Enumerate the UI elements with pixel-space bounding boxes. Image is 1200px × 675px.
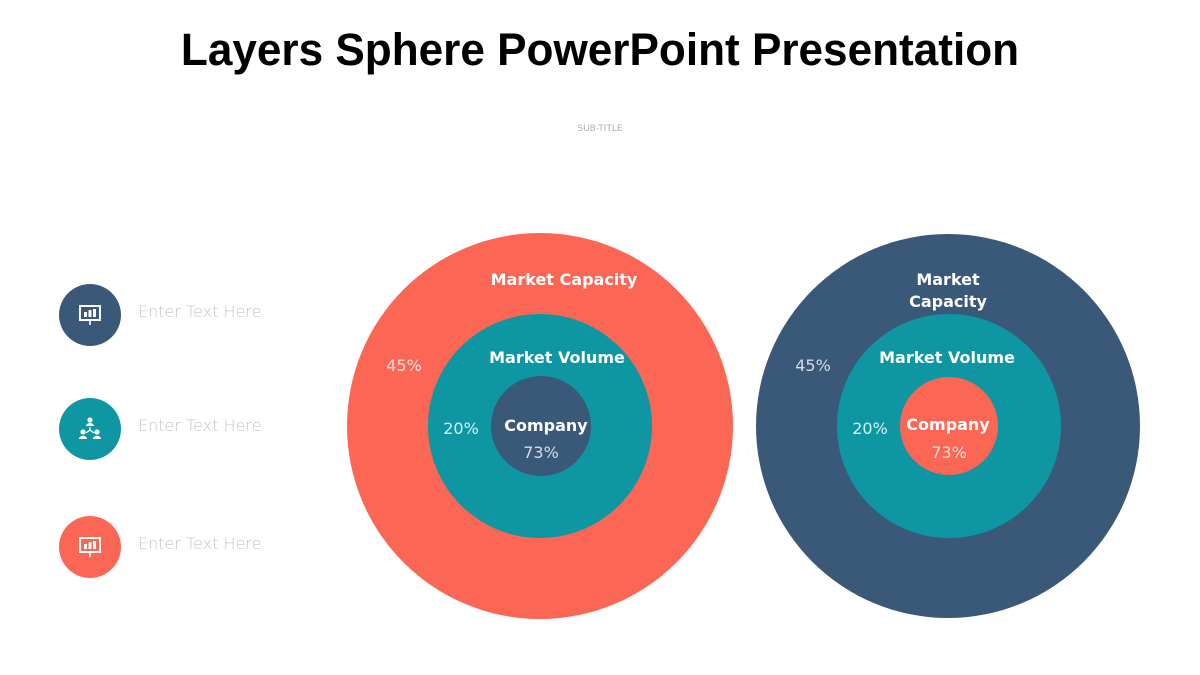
team-hierarchy-icon xyxy=(79,417,101,439)
outer-layer-value: 45% xyxy=(795,356,831,375)
outer-layer-label-line1: Market xyxy=(916,270,980,289)
middle-layer-value: 20% xyxy=(852,419,888,438)
outer-layer-label-line2: Capacity xyxy=(909,292,987,311)
legend-item-2: Enter Text Here. xyxy=(59,398,319,460)
legend-badge xyxy=(59,284,121,346)
legend-badge xyxy=(59,516,121,578)
outer-layer-value: 45% xyxy=(386,356,422,375)
legend-text: Enter Text Here. xyxy=(138,302,267,321)
inner-layer-circle xyxy=(900,377,998,475)
legend-item-3: Enter Text Here. xyxy=(59,516,319,578)
legend-item-1: Enter Text Here. xyxy=(59,284,319,346)
presentation-chart-icon xyxy=(79,305,101,325)
inner-layer-value: 73% xyxy=(523,443,559,462)
inner-layer-label: Company xyxy=(906,415,990,434)
middle-layer-label: Market Volume xyxy=(489,348,625,367)
middle-layer-label: Market Volume xyxy=(879,348,1015,367)
legend-badge xyxy=(59,398,121,460)
slide-title: Layers Sphere PowerPoint Presentation xyxy=(180,24,1020,75)
legend-text: Enter Text Here. xyxy=(138,416,267,435)
inner-layer-label: Company xyxy=(504,416,588,435)
legend-text: Enter Text Here. xyxy=(138,534,267,553)
presentation-chart-icon xyxy=(79,537,101,557)
middle-layer-value: 20% xyxy=(443,419,479,438)
slide-subtitle: SUB-TITLE xyxy=(577,124,623,134)
inner-layer-value: 73% xyxy=(931,443,967,462)
inner-layer-circle xyxy=(491,376,591,476)
outer-layer-label: Market Capacity xyxy=(490,270,638,289)
